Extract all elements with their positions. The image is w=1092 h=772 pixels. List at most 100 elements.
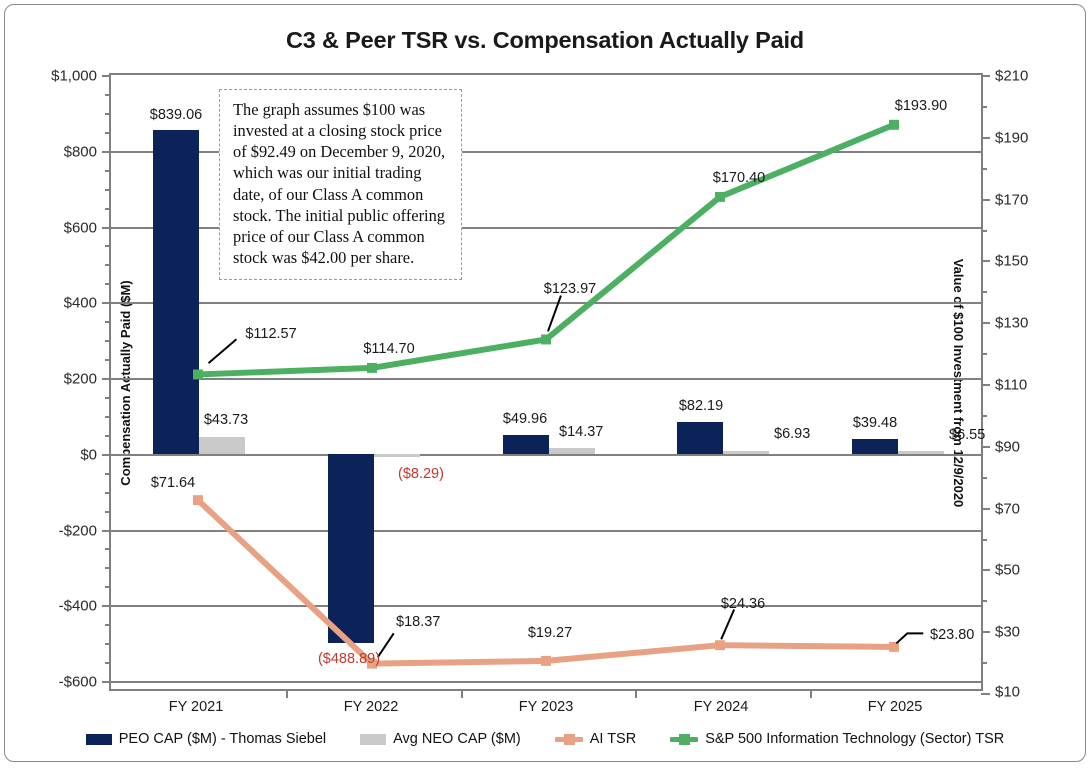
bar-peo-fy2021[interactable]: [153, 129, 199, 454]
left-axis-minor-tick: [105, 510, 111, 513]
bar-neo-fy2024[interactable]: [723, 451, 770, 454]
right-axis-label: $150: [995, 252, 1029, 270]
left-axis-label: $600: [63, 219, 97, 236]
right-axis-tick: [981, 445, 990, 448]
right-axis-label: $130: [995, 314, 1029, 332]
legend-item-neo-cap[interactable]: Avg NEO CAP ($M): [360, 731, 521, 747]
x-axis-category-fy2022: FY 2022: [343, 699, 399, 715]
marker-ai-fy2024[interactable]: [715, 640, 725, 651]
left-axis-minor-tick: [105, 415, 111, 418]
right-axis-label: $170: [995, 191, 1029, 209]
left-axis-label: $1,000: [51, 67, 97, 85]
left-axis-tick: [102, 529, 111, 532]
right-axis-minor-tick: [981, 600, 987, 603]
right-axis-label: $90: [995, 438, 1021, 456]
left-axis-minor-tick: [105, 207, 111, 210]
gridline: [111, 529, 981, 532]
right-axis-tick: [981, 384, 990, 386]
left-axis-minor-tick: [105, 586, 111, 589]
left-axis-tick: [102, 681, 111, 683]
label-neo-fy2022: ($8.29): [398, 466, 444, 482]
left-axis-label: -$200: [58, 522, 97, 539]
right-axis-minor-tick: [981, 476, 987, 479]
bar-peo-fy2024[interactable]: [677, 422, 724, 454]
bar-peo-fy2023[interactable]: [502, 434, 549, 454]
bar-peo-fy2022[interactable]: [327, 453, 374, 643]
chart-container: C3 & Peer TSR vs. Compensation Actually …: [4, 4, 1086, 762]
right-axis-minor-tick: [981, 353, 987, 356]
marker-ai-fy2022[interactable]: [367, 658, 377, 669]
bar-neo-fy2025[interactable]: [898, 451, 945, 454]
marker-sp500-fy2021[interactable]: [193, 369, 203, 380]
right-axis-minor-tick: [981, 538, 987, 541]
label-ai-fy2023: $19.27: [527, 625, 573, 641]
marker-sp500-fy2023[interactable]: [541, 334, 551, 345]
bar-neo-fy2023[interactable]: [548, 448, 595, 454]
x-axis-tick: [285, 689, 288, 698]
bar-peo-fy2025[interactable]: [852, 438, 899, 454]
x-axis-category-fy2023: FY 2023: [518, 699, 574, 715]
legend-label-ai-tsr: AI TSR: [589, 731, 637, 747]
line-series-overlay: [193, 119, 924, 669]
x-axis-tick: [810, 689, 813, 698]
label-peo-fy2021: $839.06: [149, 107, 203, 123]
leader-line-sp500-fy2023: [547, 295, 562, 332]
left-axis-minor-tick: [105, 340, 111, 343]
marker-ai-fy2023[interactable]: [541, 655, 551, 666]
left-axis-minor-tick: [105, 662, 111, 665]
label-sp500-fy2025: $193.90: [894, 98, 948, 114]
x-axis-category-fy2021: FY 2021: [168, 699, 224, 715]
gridline: [111, 681, 981, 683]
label-sp500-fy2022: $114.70: [363, 341, 415, 357]
right-axis-tick: [981, 75, 990, 77]
left-axis-minor-tick: [105, 188, 111, 191]
marker-sp500-fy2022[interactable]: [367, 362, 377, 373]
marker-sp500-fy2024[interactable]: [715, 191, 725, 202]
right-axis-label: $10: [995, 683, 1021, 701]
bar-neo-fy2021[interactable]: [199, 436, 245, 454]
assumption-note: The graph assumes $100 was invested at a…: [219, 89, 462, 281]
left-axis-tick: [102, 605, 111, 608]
label-ai-fy2022: $18.37: [396, 614, 441, 630]
gridline: [111, 150, 981, 153]
left-axis-label: $0: [80, 446, 97, 464]
left-axis-minor-tick: [105, 283, 111, 286]
left-axis-minor-tick: [105, 567, 111, 570]
label-neo-fy2023: $14.37: [559, 424, 604, 440]
left-axis-minor-tick: [105, 169, 111, 172]
legend-swatch-ai-tsr: [554, 733, 583, 745]
leader-line-sp500-fy2021: [207, 338, 238, 364]
left-axis-tick: [102, 378, 111, 380]
right-axis-label: $70: [995, 500, 1021, 518]
label-peo-fy2022: ($488.89): [317, 651, 381, 667]
legend-item-sp500-it-tsr[interactable]: S&P 500 Information Technology (Sector) …: [670, 731, 1004, 747]
left-axis-minor-tick: [105, 624, 111, 627]
label-neo-fy2021: $43.73: [203, 412, 249, 428]
label-ai-fy2024: $24.36: [720, 596, 766, 612]
label-sp500-fy2024: $170.40: [712, 170, 766, 186]
legend-item-ai-tsr[interactable]: AI TSR: [554, 731, 637, 747]
marker-sp500-fy2025[interactable]: [889, 119, 899, 130]
left-axis-tick: [102, 302, 111, 305]
marker-ai-fy2025[interactable]: [889, 641, 899, 652]
gridline: [111, 302, 981, 305]
marker-ai-fy2021[interactable]: [193, 495, 203, 506]
left-axis-minor-tick: [105, 643, 111, 646]
right-axis-minor-tick: [981, 105, 987, 108]
left-axis-tick: [102, 453, 111, 456]
leader-line-ai-fy2025: [895, 632, 924, 645]
right-axis-minor-tick: [981, 414, 987, 417]
legend-item-peo-cap[interactable]: PEO CAP ($M) - Thomas Siebel: [85, 731, 327, 747]
legend-swatch-sp500-it-tsr: [670, 733, 699, 745]
right-axis-minor-tick: [981, 167, 987, 170]
left-axis-label: -$600: [58, 673, 97, 691]
left-axis-tick: [102, 150, 111, 153]
leader-line-ai-fy2024: [720, 609, 736, 640]
bar-neo-fy2022[interactable]: [373, 453, 420, 457]
left-axis-label: $200: [63, 370, 97, 388]
legend-label-neo-cap: Avg NEO CAP ($M): [393, 731, 521, 747]
right-axis-tick: [981, 136, 990, 139]
legend-label-peo-cap: PEO CAP ($M) - Thomas Siebel: [118, 731, 327, 747]
right-axis-tick: [981, 322, 990, 325]
left-axis-label: $800: [63, 143, 97, 161]
